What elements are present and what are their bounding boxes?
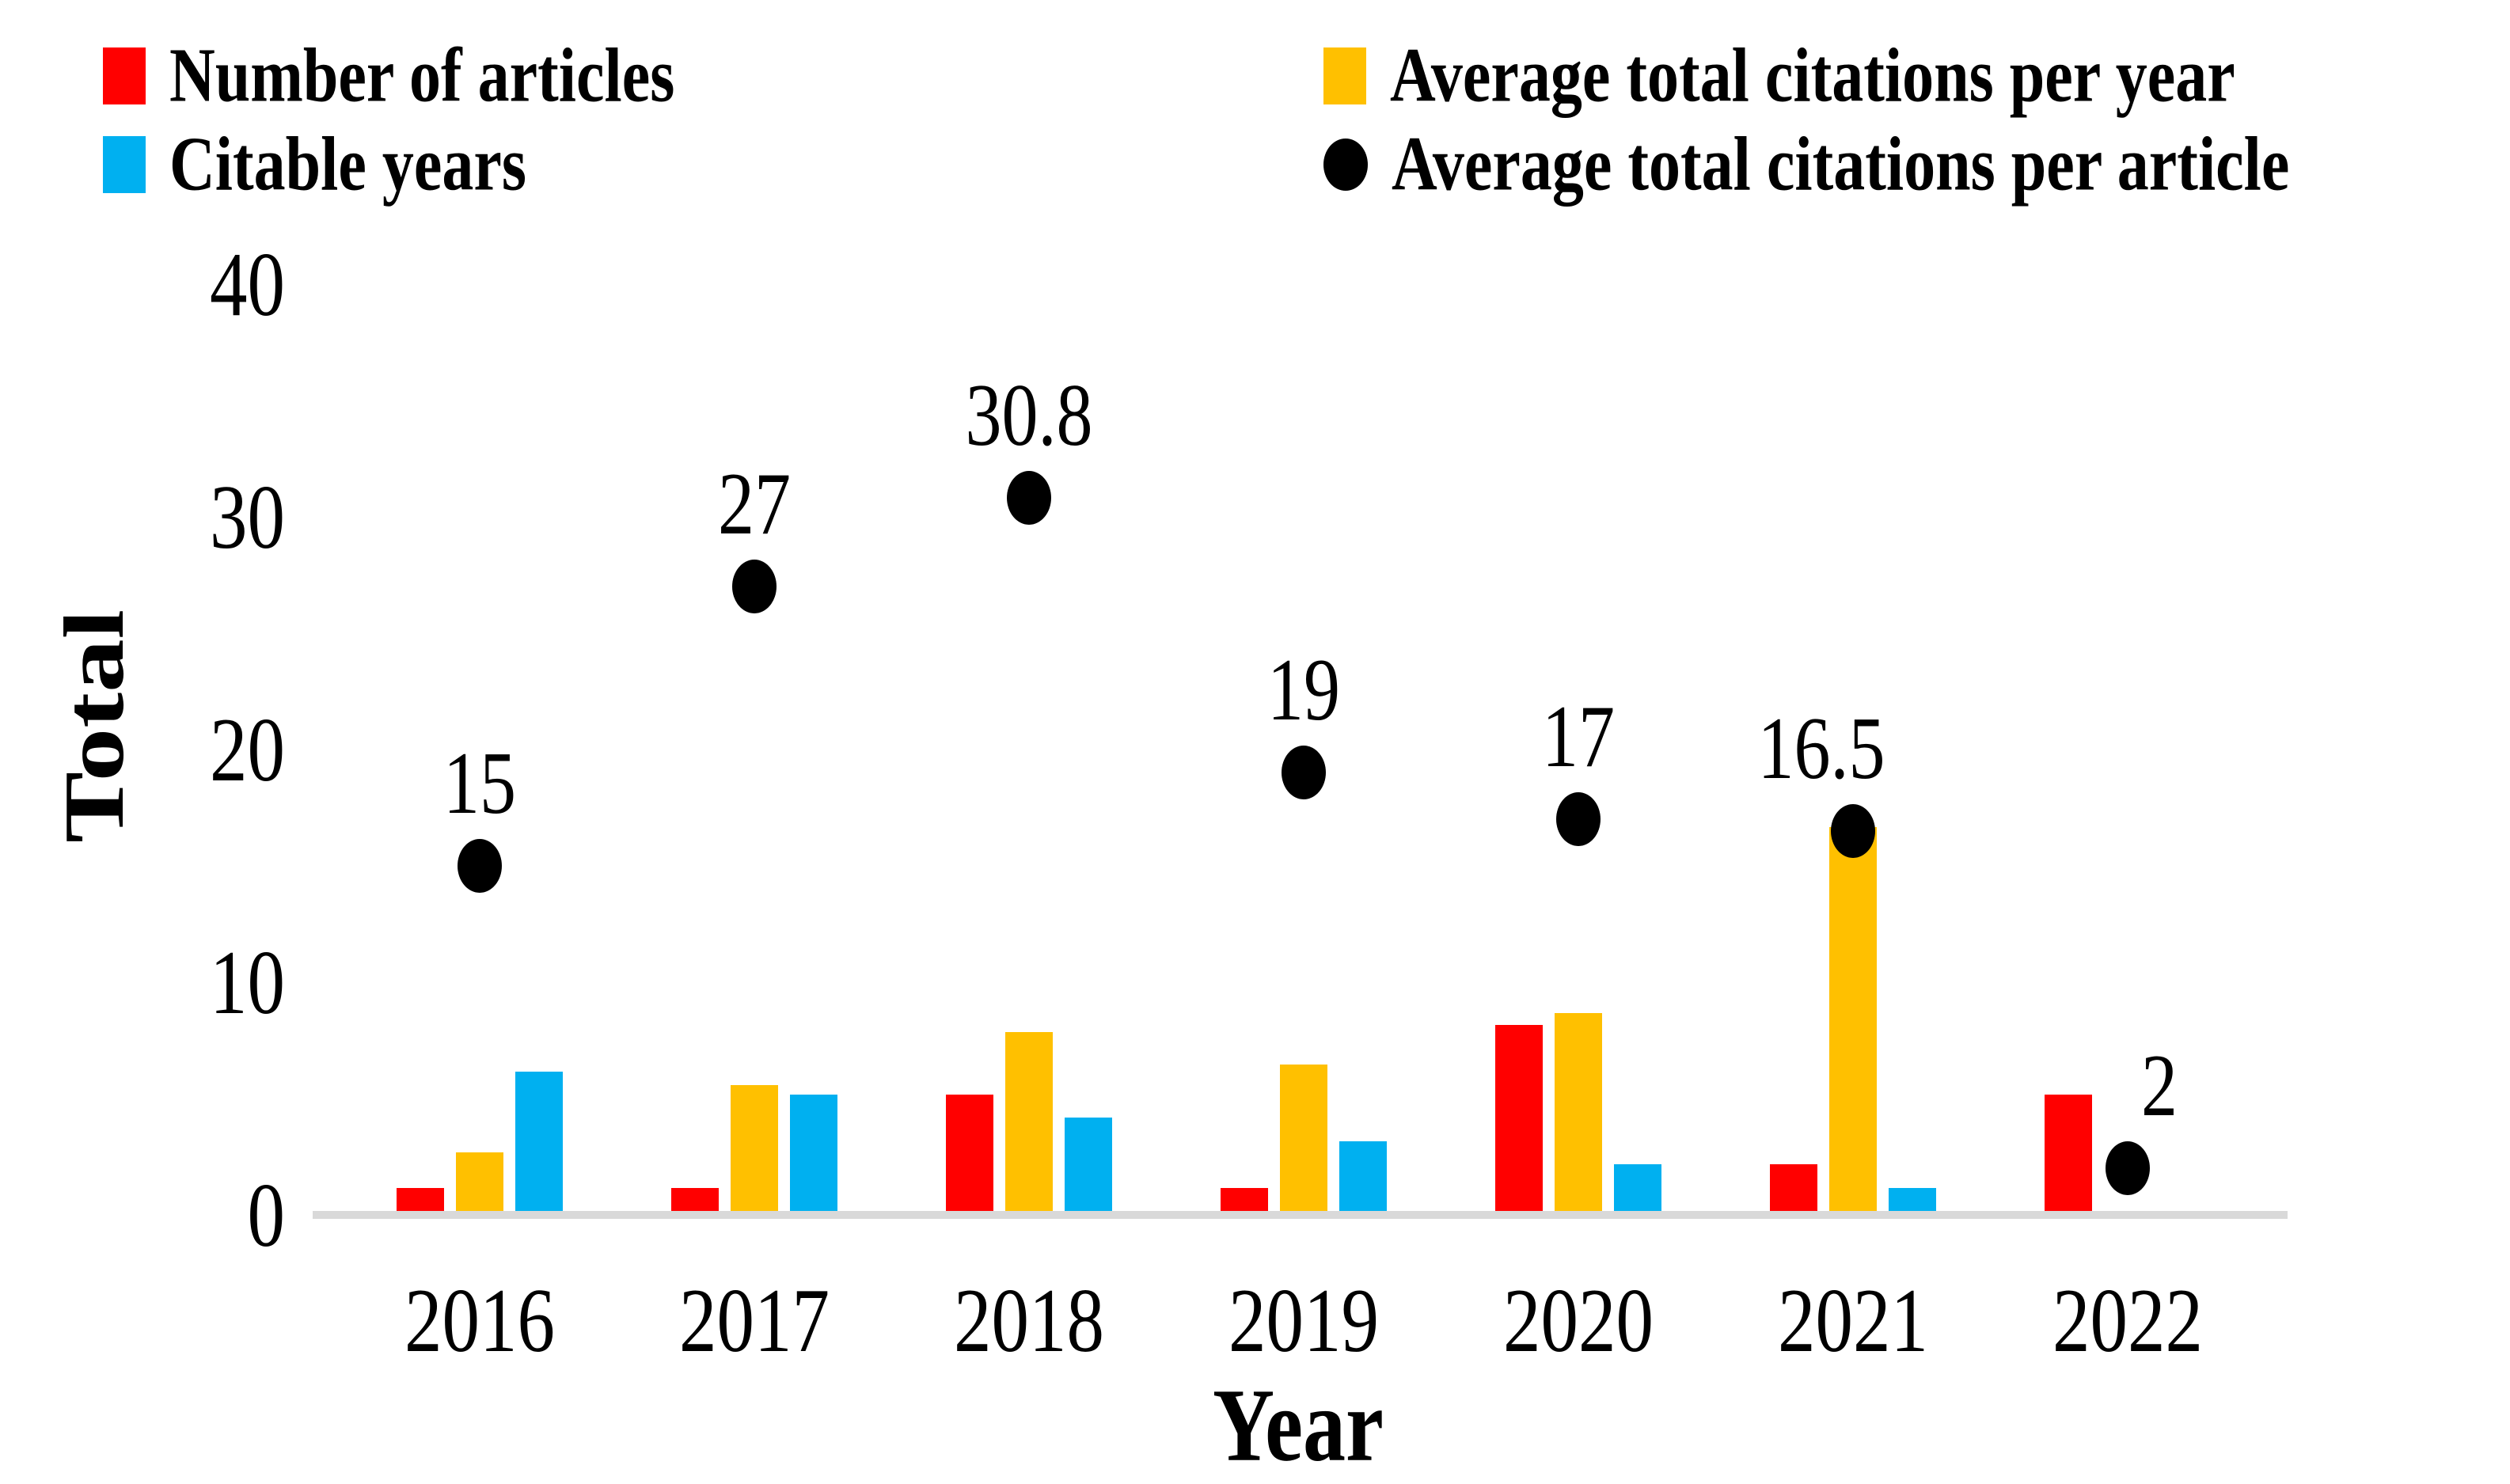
legend-label-citable-years: Citable years (169, 121, 527, 207)
point-label-2021: 16.5 (1757, 698, 1885, 798)
point-label-2019: 19 (1267, 640, 1340, 739)
x-axis-line (313, 1211, 2288, 1219)
x-axis-title: Year (1213, 1368, 1384, 1483)
point-label-2020: 17 (1542, 686, 1615, 786)
bar-number-of-articles-2017 (671, 1188, 719, 1211)
y-axis-tick-label-30: 30 (210, 465, 285, 568)
x-axis-tick-label-2019: 2019 (1228, 1269, 1379, 1372)
black-dot-marker-icon (1323, 139, 1368, 191)
bar-citable-years-2016 (515, 1072, 563, 1211)
bar-average-total-citations-per-year-2021 (1829, 827, 1877, 1211)
legend-item-average-citations-per-year: Average total citations per year (1323, 33, 2235, 118)
x-axis-tick-label-2020: 2020 (1503, 1269, 1654, 1372)
legend-label-average-citations-per-article: Average total citations per article (1392, 121, 2290, 207)
point-average-total-citations-per-article-2016 (458, 839, 502, 893)
point-average-total-citations-per-article-2022 (2106, 1141, 2150, 1196)
x-axis-tick-label-2022: 2022 (2052, 1269, 2203, 1372)
x-axis-tick-label-2018: 2018 (954, 1269, 1104, 1372)
point-average-total-citations-per-article-2018 (1007, 471, 1051, 526)
bar-number-of-articles-2020 (1495, 1025, 1543, 1211)
legend-item-average-citations-per-article: Average total citations per article (1323, 122, 2289, 207)
bar-citable-years-2020 (1614, 1164, 1661, 1211)
bar-citable-years-2021 (1889, 1188, 1936, 1211)
bar-number-of-articles-2022 (2045, 1095, 2092, 1211)
point-label-2016: 15 (443, 733, 516, 833)
point-average-total-citations-per-article-2017 (732, 560, 777, 614)
red-square-swatch-icon (103, 47, 146, 104)
x-axis-tick-label-2016: 2016 (404, 1269, 555, 1372)
legend-label-number-of-articles: Number of articles (169, 32, 675, 119)
bar-average-total-citations-per-year-2019 (1280, 1065, 1327, 1211)
yellow-square-swatch-icon (1323, 47, 1366, 104)
point-average-total-citations-per-article-2020 (1556, 792, 1601, 847)
bar-average-total-citations-per-year-2020 (1555, 1013, 1602, 1211)
legend-item-citable-years: Citable years (103, 122, 526, 207)
blue-square-swatch-icon (103, 136, 146, 193)
legend-item-number-of-articles: Number of articles (103, 33, 674, 118)
x-axis-tick-label-2021: 2021 (1778, 1269, 1928, 1372)
point-label-2018: 30.8 (965, 366, 1093, 465)
bar-citable-years-2018 (1065, 1118, 1112, 1211)
bar-citable-years-2017 (790, 1095, 837, 1211)
bar-number-of-articles-2018 (946, 1095, 993, 1211)
point-label-2022: 2 (2141, 1035, 2178, 1135)
legend-label-average-citations-per-year: Average total citations per year (1390, 32, 2235, 119)
bar-number-of-articles-2016 (397, 1188, 444, 1211)
y-axis-tick-label-40: 40 (210, 233, 285, 336)
x-axis-tick-label-2017: 2017 (679, 1269, 830, 1372)
bar-number-of-articles-2021 (1770, 1164, 1817, 1211)
point-average-total-citations-per-article-2019 (1282, 746, 1326, 800)
bar-citable-years-2019 (1339, 1141, 1387, 1211)
y-axis-tick-label-0: 0 (247, 1163, 286, 1266)
y-axis-tick-label-10: 10 (210, 931, 285, 1034)
bar-number-of-articles-2019 (1221, 1188, 1268, 1211)
point-label-2017: 27 (718, 454, 791, 553)
y-axis-tick-label-20: 20 (210, 698, 285, 801)
bar-average-total-citations-per-year-2017 (731, 1085, 778, 1211)
bar-average-total-citations-per-year-2018 (1005, 1032, 1053, 1211)
point-average-total-citations-per-article-2021 (1831, 803, 1875, 858)
bar-average-total-citations-per-year-2016 (456, 1152, 503, 1211)
